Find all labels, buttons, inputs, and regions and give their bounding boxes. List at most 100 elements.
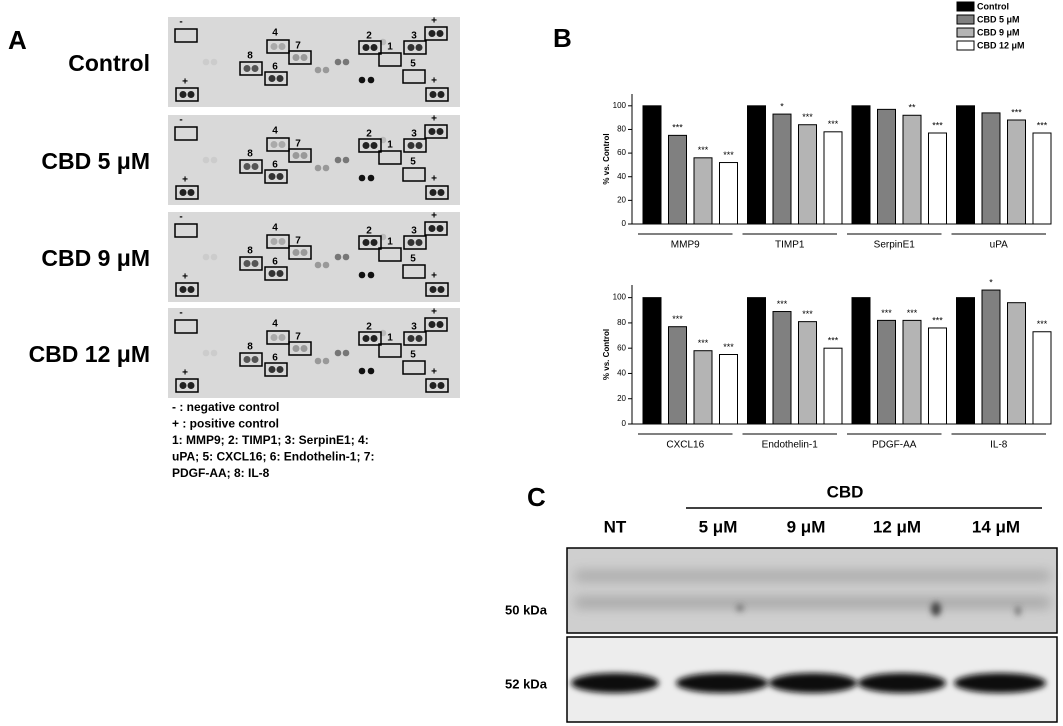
spot-box bbox=[288, 245, 312, 260]
spot bbox=[276, 366, 284, 373]
spot bbox=[407, 335, 415, 342]
spot bbox=[251, 356, 259, 363]
significance-label: *** bbox=[672, 314, 683, 324]
spot-box bbox=[425, 87, 449, 102]
spot-label: 6 bbox=[272, 257, 278, 268]
spot-box bbox=[403, 138, 427, 153]
spot bbox=[187, 91, 195, 98]
bar bbox=[928, 327, 947, 425]
significance-label: *** bbox=[828, 336, 839, 346]
bar bbox=[823, 347, 843, 425]
x-tick-label: IL-8 bbox=[990, 440, 1008, 451]
spot bbox=[370, 239, 378, 246]
lane-label: NT bbox=[604, 517, 627, 536]
spot bbox=[436, 128, 444, 135]
membrane-label: CBD 5 μM bbox=[41, 148, 150, 174]
spot bbox=[342, 349, 350, 357]
spot bbox=[278, 238, 286, 245]
spot bbox=[292, 152, 300, 159]
bar bbox=[928, 132, 947, 225]
spot-label: 3 bbox=[411, 31, 417, 42]
bar bbox=[851, 105, 871, 225]
spot-box bbox=[239, 61, 263, 76]
spot-label: + bbox=[182, 368, 188, 379]
spot bbox=[362, 44, 370, 51]
spot bbox=[407, 239, 415, 246]
spot-box bbox=[403, 331, 427, 346]
spot bbox=[428, 30, 436, 37]
spot-box bbox=[264, 362, 288, 377]
bar bbox=[1032, 331, 1052, 425]
spot-label: 8 bbox=[247, 342, 253, 353]
significance-label: *** bbox=[698, 145, 709, 155]
bar bbox=[668, 326, 687, 425]
spot-box bbox=[402, 360, 426, 375]
spot-label: 1 bbox=[387, 42, 393, 53]
spot-box bbox=[402, 167, 426, 182]
legend-text: uPA; 5: CXCL16; 6: Endothelin-1; 7: bbox=[172, 450, 374, 464]
spot-label: 6 bbox=[272, 160, 278, 171]
spot bbox=[428, 225, 436, 232]
spot-box bbox=[378, 343, 402, 358]
spot bbox=[251, 260, 259, 267]
y-tick-label: 0 bbox=[622, 219, 627, 228]
spot bbox=[342, 253, 350, 261]
spot bbox=[210, 58, 218, 66]
spot-label: + bbox=[182, 77, 188, 88]
y-tick-label: 60 bbox=[617, 148, 626, 157]
spot bbox=[179, 91, 187, 98]
bar bbox=[772, 311, 792, 425]
spot bbox=[300, 54, 308, 61]
spot bbox=[300, 249, 308, 256]
spot-box bbox=[402, 69, 426, 84]
spot bbox=[362, 239, 370, 246]
spot bbox=[210, 156, 218, 164]
spot-label: 5 bbox=[410, 254, 416, 265]
spot-label: 3 bbox=[411, 226, 417, 237]
spot bbox=[179, 189, 187, 196]
spot bbox=[367, 76, 375, 84]
spot-label: 7 bbox=[295, 332, 301, 343]
bar bbox=[823, 131, 843, 225]
spot bbox=[367, 271, 375, 279]
blot-bottom bbox=[566, 636, 1058, 723]
spot bbox=[429, 189, 437, 196]
spot-label: - bbox=[179, 308, 182, 319]
spot-label: 5 bbox=[410, 350, 416, 361]
spot bbox=[278, 334, 286, 341]
bar bbox=[981, 289, 1001, 425]
spot bbox=[202, 349, 210, 357]
spot bbox=[334, 58, 342, 66]
spot bbox=[415, 44, 423, 51]
spot bbox=[276, 75, 284, 82]
spot-label: 5 bbox=[410, 59, 416, 70]
spot-box bbox=[266, 39, 290, 54]
spot-label: 7 bbox=[295, 236, 301, 247]
x-tick-label: uPA bbox=[990, 240, 1008, 251]
spot bbox=[322, 261, 330, 269]
y-tick-label: 100 bbox=[613, 293, 627, 302]
significance-label: *** bbox=[723, 342, 734, 352]
bar bbox=[747, 297, 766, 425]
spot bbox=[429, 382, 437, 389]
spot bbox=[370, 142, 378, 149]
spot-label: 1 bbox=[387, 333, 393, 344]
spot-box bbox=[175, 185, 199, 200]
spot-box bbox=[378, 52, 402, 67]
spot-box bbox=[378, 150, 402, 165]
spot bbox=[322, 164, 330, 172]
bar bbox=[719, 354, 738, 425]
spot bbox=[270, 141, 278, 148]
y-tick-label: 40 bbox=[617, 369, 626, 378]
spot bbox=[300, 345, 308, 352]
spot-box bbox=[175, 378, 199, 393]
spot bbox=[437, 286, 445, 293]
spot bbox=[202, 253, 210, 261]
spot-box bbox=[266, 137, 290, 152]
spot bbox=[342, 58, 350, 66]
spot bbox=[415, 239, 423, 246]
spot-label: 3 bbox=[411, 322, 417, 333]
spot bbox=[314, 261, 322, 269]
legend-label: Control bbox=[977, 1, 1009, 11]
membrane-label: CBD 12 μM bbox=[29, 341, 150, 367]
